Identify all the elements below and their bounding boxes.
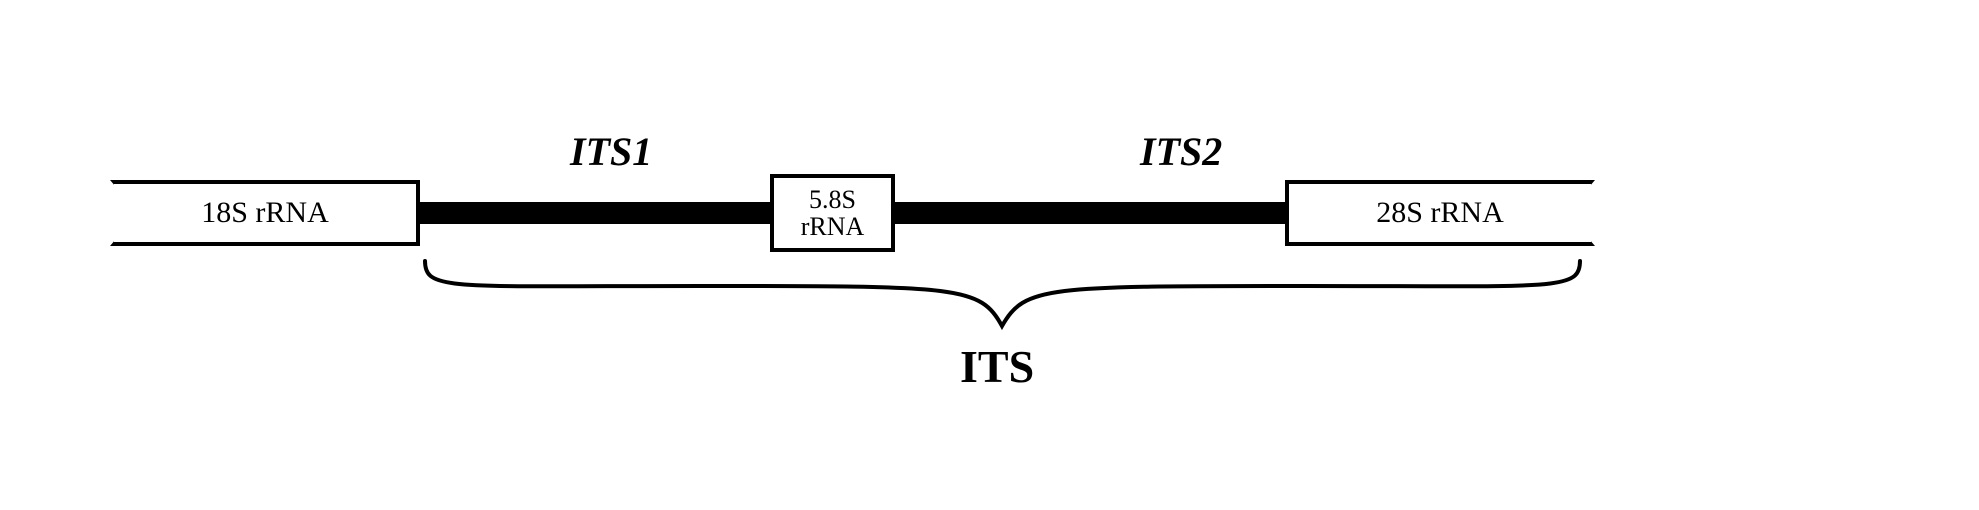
gene-18s-label: 18S rRNA: [201, 196, 329, 230]
gene-5-8s-box: 5.8S rRNA: [770, 174, 895, 252]
its-brace: [420, 256, 1585, 336]
gene-18s-box: 18S rRNA: [110, 180, 420, 246]
gene-5-8s-label-line1: 5.8S: [809, 185, 856, 214]
gene-28s-label: 28S rRNA: [1376, 196, 1504, 230]
its2-region-label: ITS2: [1140, 128, 1222, 175]
brace-icon: [420, 256, 1585, 336]
gene-5-8s-label-line2: rRNA: [801, 212, 865, 241]
gene-28s-box: 28S rRNA: [1285, 180, 1595, 246]
gene-5-8s-label: 5.8S rRNA: [801, 186, 865, 241]
rrna-its-diagram: ITS1 ITS2 18S rRNA 5.8S rRNA 28S rRNA IT…: [110, 160, 1870, 440]
its-overall-label: ITS: [960, 340, 1034, 393]
its1-bar: [420, 202, 770, 224]
its1-region-label: ITS1: [570, 128, 652, 175]
gene-track: 18S rRNA 5.8S rRNA 28S rRNA: [110, 180, 1870, 246]
its2-bar: [895, 202, 1285, 224]
